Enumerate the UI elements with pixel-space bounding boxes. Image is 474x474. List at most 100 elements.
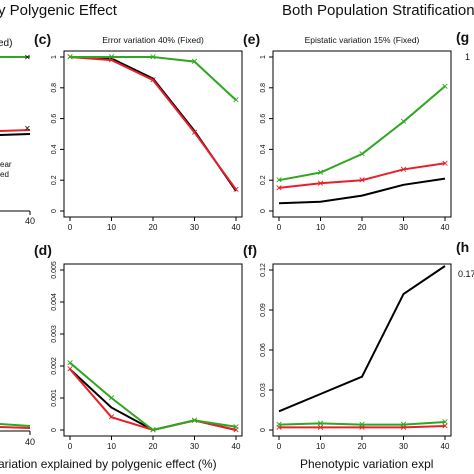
data-point-green: ✕ xyxy=(232,422,240,432)
right-header-title: Both Population Stratification xyxy=(282,2,474,19)
x-tick-label: 20 xyxy=(358,223,367,232)
y-tick-label: 0.09 xyxy=(260,303,267,317)
panel-e: (e) Epistatic variation 15% (Fixed)0 10 20 3… xyxy=(243,31,452,232)
x-tick-label: 40 xyxy=(232,442,241,451)
data-point-red: ✕ xyxy=(400,422,408,432)
y-tick-label: 0 xyxy=(51,428,58,432)
series-line-green xyxy=(278,421,446,426)
x-tick-label: 30 xyxy=(190,223,199,232)
data-point-green: ✕ xyxy=(275,420,283,430)
plot-frame xyxy=(63,263,243,437)
x-tick-label: 0 xyxy=(68,442,73,451)
y-tick-label: 0.8 xyxy=(51,83,58,93)
data-point-red: ✕ xyxy=(191,127,199,137)
left-red-marker: ✕ xyxy=(24,124,31,133)
data-point-green: ✕ xyxy=(358,149,366,159)
y-tick-label: 0.002 xyxy=(51,357,58,375)
panel-label: (e) xyxy=(243,31,260,47)
right-top-panel-letter: (g xyxy=(456,29,469,45)
y-tick-label: 0.6 xyxy=(51,114,58,124)
panel-label: (c) xyxy=(34,31,51,47)
data-point-red: ✕ xyxy=(441,158,449,168)
y-tick-label: 0.12 xyxy=(260,263,267,277)
x-tick-label: 10 xyxy=(107,223,116,232)
data-point-green: ✕ xyxy=(400,117,408,127)
data-point-green: ✕ xyxy=(191,57,199,67)
plot-frame xyxy=(272,50,452,218)
y-tick-label: 0.2 xyxy=(260,175,267,185)
panel-label: (f) xyxy=(243,242,257,258)
x-tick-label: 20 xyxy=(149,442,158,451)
left-legend-line2: ed xyxy=(0,170,9,179)
series-line-red xyxy=(69,56,237,191)
data-point-red: ✕ xyxy=(317,422,325,432)
data-point-red: ✕ xyxy=(400,164,408,174)
data-point-green: ✕ xyxy=(400,420,408,430)
data-point-green: ✕ xyxy=(66,358,74,368)
x-tick-label: 30 xyxy=(190,442,199,451)
x-tick-label: 0 xyxy=(277,442,282,451)
y-tick-label: 0.06 xyxy=(260,343,267,357)
data-point-green: ✕ xyxy=(317,418,325,428)
x-tick-label: 30 xyxy=(399,223,408,232)
y-tick-label: 0 xyxy=(260,209,267,213)
series-line-red xyxy=(69,368,237,432)
data-point-red: ✕ xyxy=(108,412,116,422)
left-bottom-green-fragment xyxy=(0,423,31,427)
left-partial-panels: ed) ✕ ✕ ear ed 40 40 xyxy=(0,38,35,447)
panel-annotation: Error variation 40% (Fixed) xyxy=(102,35,204,45)
data-point-green: ✕ xyxy=(358,420,366,430)
y-tick-label: 0.005 xyxy=(51,261,58,279)
panel-label: (d) xyxy=(34,242,52,258)
y-tick-label: 1 xyxy=(260,55,267,59)
left-bottom-x-tick-label: 40 xyxy=(25,437,35,447)
left-x-tick-label: 40 xyxy=(25,216,35,226)
data-point-green: ✕ xyxy=(232,95,240,105)
data-point-red: ✕ xyxy=(66,364,74,374)
left-panel-annotation: ed) xyxy=(0,38,12,49)
data-point-red: ✕ xyxy=(358,175,366,185)
data-point-red: ✕ xyxy=(317,178,325,188)
series-line-green xyxy=(69,362,237,432)
x-tick-label: 10 xyxy=(316,442,325,451)
data-point-red: ✕ xyxy=(232,184,240,194)
x-tick-label: 10 xyxy=(107,442,116,451)
series-line-green xyxy=(278,85,446,182)
data-point-red: ✕ xyxy=(108,55,116,65)
x-tick-label: 30 xyxy=(399,442,408,451)
y-tick-label: 0.003 xyxy=(51,325,58,343)
x-tick-label: 20 xyxy=(358,442,367,451)
x-tick-label: 20 xyxy=(149,223,158,232)
data-point-green: ✕ xyxy=(149,52,157,62)
series-line-black xyxy=(69,368,237,432)
left-legend-line1: ear xyxy=(0,160,12,169)
y-tick-label: 1 xyxy=(51,55,58,59)
y-tick-label: 0.8 xyxy=(260,83,267,93)
series-line-red xyxy=(278,162,446,189)
y-tick-label: 0.4 xyxy=(260,144,267,154)
y-tick-label: 0.4 xyxy=(51,144,58,154)
right-x-axis-title: Phenotypic variation expl xyxy=(300,457,433,471)
x-tick-label: 40 xyxy=(232,223,241,232)
panel-annotation: Epistatic variation 15% (Fixed) xyxy=(305,35,420,45)
left-red-line-fragment xyxy=(0,129,31,132)
y-tick-label: 0 xyxy=(260,428,267,432)
data-point-red: ✕ xyxy=(275,422,283,432)
x-tick-label: 40 xyxy=(441,223,450,232)
data-point-red: ✕ xyxy=(275,183,283,193)
y-tick-label: 0.001 xyxy=(51,389,58,407)
data-point-green: ✕ xyxy=(275,175,283,185)
panel-d: (d)0 10 20 30 4000.0010.0020.0030.0040.005✕✕… xyxy=(34,242,243,451)
x-tick-label: 10 xyxy=(316,223,325,232)
series-line-green xyxy=(70,56,237,101)
right-bottom-tick: 0.17 xyxy=(458,269,474,279)
x-tick-label: 0 xyxy=(68,223,73,232)
left-black-line-fragment xyxy=(0,133,31,136)
data-point-green: ✕ xyxy=(108,393,116,403)
series-line-black xyxy=(278,265,446,413)
right-bottom-panel-letter: (h xyxy=(456,239,469,255)
x-tick-label: 0 xyxy=(277,223,282,232)
left-bottom-red-fragment xyxy=(0,426,31,429)
